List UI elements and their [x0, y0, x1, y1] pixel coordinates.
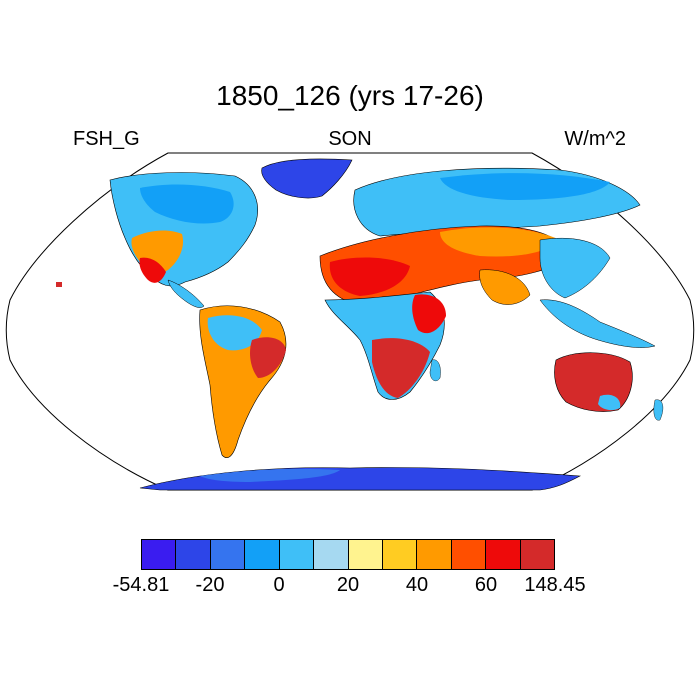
colorbar-tick-label: 20: [336, 574, 360, 596]
colorbar-tick-label: 60: [474, 574, 498, 596]
antarctica-coast-cool: [200, 468, 340, 482]
central-america-region: [167, 279, 205, 308]
central-asia-warm: [440, 227, 560, 257]
horn-of-africa-hot: [412, 294, 446, 334]
south-asia-region: [479, 269, 531, 305]
season-label: SON: [328, 128, 372, 150]
colorbar: [141, 539, 555, 570]
mexico-hot: [139, 257, 166, 283]
new-zealand-region: [653, 399, 664, 421]
east-asia-region: [539, 237, 611, 299]
colorbar-tick-label: -54.81: [112, 574, 170, 596]
sahara-hot: [329, 257, 410, 296]
colorbar-bin: [279, 540, 315, 569]
colorbar-bin: [382, 540, 418, 569]
colorbar-bin: [142, 540, 177, 569]
colorbar-tick-label: -20: [195, 574, 225, 596]
colorbar-bin: [451, 540, 487, 569]
madagascar-region: [429, 359, 441, 382]
australia-southeast-cool: [598, 394, 621, 411]
colorbar-bin: [210, 540, 246, 569]
colorbar-tick-label: 148.45: [524, 574, 586, 596]
colorbar-bin: [348, 540, 383, 569]
amazon-cool: [207, 315, 262, 351]
colorbar-bin: [417, 540, 452, 569]
colorbar-bin: [245, 540, 280, 569]
variable-label: FSH_G: [73, 128, 140, 150]
greenland-region: [261, 158, 353, 199]
colorbar-tick-label: 40: [405, 574, 429, 596]
brazil-hot: [250, 337, 286, 378]
hawaii-marker: [56, 282, 62, 287]
siberia-cold: [440, 173, 610, 200]
colorbar-bin: [486, 540, 521, 569]
north-america-coldcore: [140, 184, 234, 224]
southern-africa-hot: [372, 338, 430, 398]
southeast-asia-region: [539, 299, 656, 348]
colorbar-bin: [520, 540, 555, 569]
units-label: W/m^2: [564, 128, 626, 150]
colorbar-bin: [314, 540, 349, 569]
colorbar-bin: [176, 540, 211, 569]
plot-title: 1850_126 (yrs 17-26): [216, 80, 484, 111]
colorbar-tick-label: 0: [273, 574, 285, 596]
